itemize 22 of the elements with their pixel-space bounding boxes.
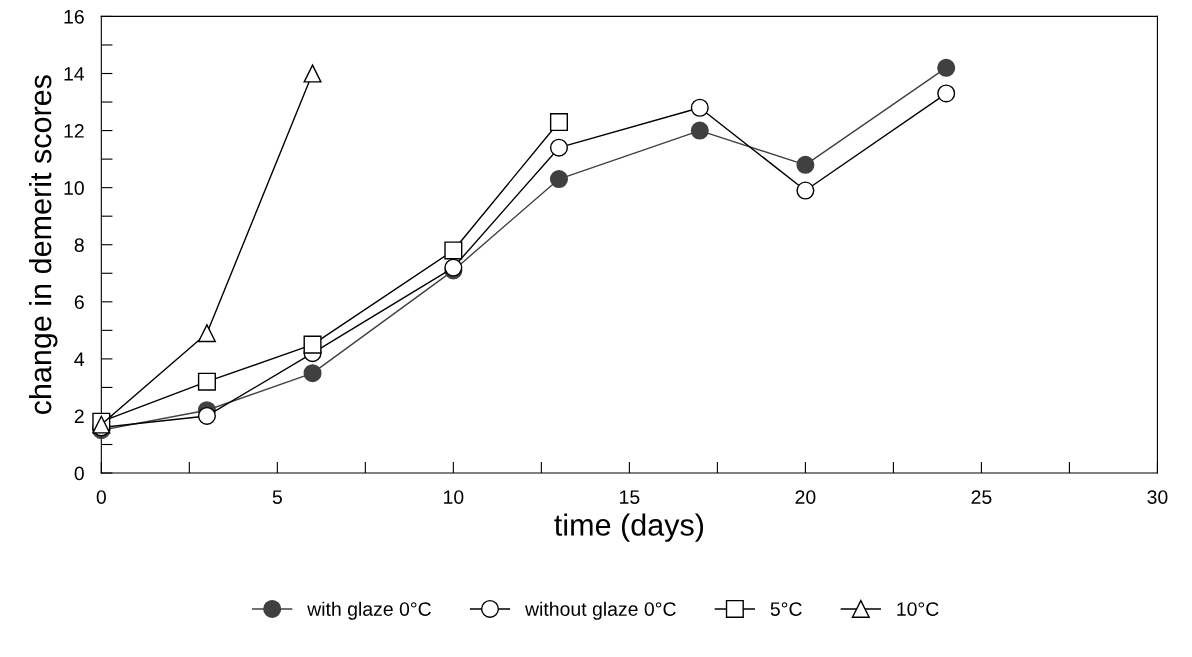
y-tick-label: 0: [74, 466, 84, 481]
x-tick-label: 25: [971, 490, 992, 504]
x-tick-label: 5: [272, 490, 282, 504]
y-tick-label: 8: [74, 238, 84, 252]
x-tick-label: 10: [444, 490, 464, 504]
x-tick-label: 15: [620, 490, 640, 504]
y-tick-label: 6: [74, 295, 84, 310]
x-tick-label: 0: [96, 490, 106, 504]
y-tick-label: 2: [74, 409, 84, 424]
y-tick-label: 16: [64, 9, 84, 24]
legend-label: 5°C: [770, 602, 802, 616]
x-tick-label: 30: [1147, 490, 1168, 504]
y-axis-title: change in demerit scores: [28, 75, 58, 415]
legend-label: 10°C: [897, 602, 939, 616]
legend-label: without glaze 0°C: [524, 601, 676, 620]
legend-label: with glaze 0°C: [307, 601, 431, 620]
y-tick-label: 10: [64, 181, 84, 195]
x-tick-label: 20: [795, 490, 816, 504]
x-axis-title: time (days): [554, 513, 704, 542]
y-tick-label: 12: [64, 124, 84, 138]
y-tick-label: 4: [74, 352, 85, 366]
y-tick-label: 14: [64, 67, 85, 81]
